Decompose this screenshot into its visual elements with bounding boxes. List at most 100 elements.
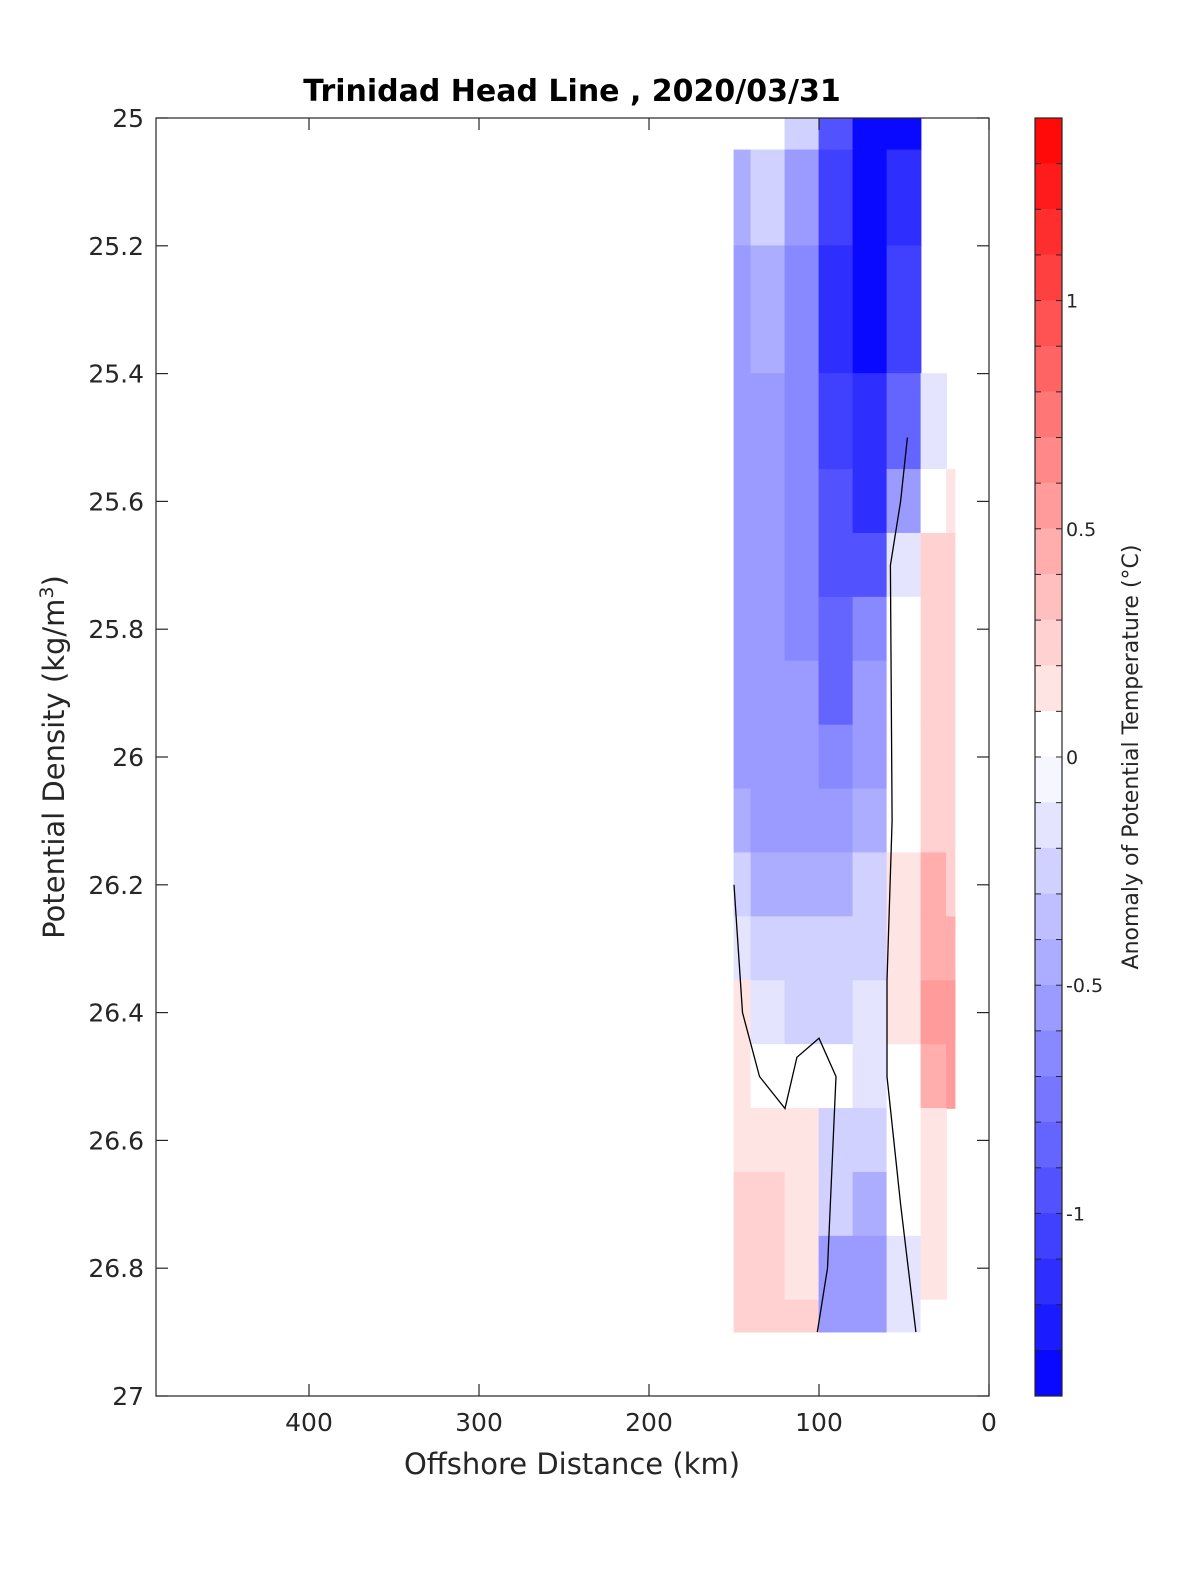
field-cell xyxy=(852,245,888,374)
field-cell xyxy=(852,149,888,247)
colorbar-frame xyxy=(1034,117,1063,1397)
field-cell xyxy=(750,788,786,854)
y-tick-label: 26.6 xyxy=(88,1126,144,1155)
field-cell xyxy=(750,1171,786,1237)
field-cell xyxy=(852,916,888,982)
field-cell xyxy=(852,724,888,790)
field-cell xyxy=(818,149,854,247)
field-cell xyxy=(818,596,854,662)
colorbar-segment xyxy=(1035,1167,1062,1214)
field-cell xyxy=(750,1299,786,1333)
field-cell xyxy=(818,1108,854,1173)
contour-field xyxy=(733,117,956,1333)
field-cell xyxy=(733,245,752,374)
x-axis-ticks: 400 300 200 100 0 xyxy=(285,118,997,1437)
colorbar-segment xyxy=(1035,619,1062,667)
field-cell xyxy=(920,660,947,726)
field-cell xyxy=(750,660,786,726)
field-cell xyxy=(818,724,854,790)
field-cell xyxy=(886,980,922,1045)
field-cell xyxy=(733,852,752,918)
field-cell xyxy=(920,596,947,662)
y-tick-label: 25.4 xyxy=(88,360,144,389)
colorbar-segment xyxy=(1035,1121,1062,1169)
field-cell xyxy=(818,373,854,470)
field-cell xyxy=(784,1171,820,1237)
y-tick-label: 26.4 xyxy=(88,999,144,1028)
field-cell xyxy=(733,532,752,598)
y-axis-ticks: 25 25.2 25.4 25.6 25.8 26 26.2 26.4 26.6 26.8 27 xyxy=(88,104,989,1411)
field-cell xyxy=(818,660,854,726)
colorbar xyxy=(1035,117,1062,1397)
field-cell xyxy=(750,852,786,918)
colorbar-segment xyxy=(1035,984,1062,1032)
field-cell xyxy=(733,1171,752,1237)
field-cell xyxy=(920,788,947,854)
x-tick-label: 300 xyxy=(455,1408,503,1437)
field-cell xyxy=(852,980,888,1045)
colorbar-segment xyxy=(1035,482,1062,530)
field-cell xyxy=(784,1235,820,1301)
field-cell xyxy=(784,245,820,374)
field-cell xyxy=(784,532,820,598)
field-cell xyxy=(784,724,820,790)
field-cell xyxy=(886,1044,922,1109)
colorbar-segment xyxy=(1035,1076,1062,1123)
colorbar-segment xyxy=(1035,1350,1062,1397)
field-cell xyxy=(920,724,947,790)
x-tick-label: 0 xyxy=(981,1408,997,1437)
y-tick-label: 25.2 xyxy=(88,232,144,261)
colorbar-segment xyxy=(1035,391,1062,438)
colorbar-segment xyxy=(1035,1304,1062,1351)
field-cell xyxy=(784,916,820,982)
y-axis-label: Potential Density (kg/m3) xyxy=(36,575,71,939)
field-cell xyxy=(852,660,888,726)
colorbar-segment xyxy=(1035,163,1062,210)
field-cell xyxy=(750,1044,786,1109)
colorbar-segment xyxy=(1035,756,1062,803)
y-tick-label: 27 xyxy=(112,1382,144,1411)
field-cell xyxy=(733,596,752,662)
field-cell xyxy=(784,596,820,662)
colorbar-tick-label: 1 xyxy=(1066,291,1078,313)
field-cell xyxy=(886,149,922,247)
field-cell xyxy=(920,1044,947,1109)
field-cell xyxy=(750,373,786,470)
field-cell xyxy=(784,149,820,247)
field-cell xyxy=(733,1235,752,1301)
y-tick-label: 25.8 xyxy=(88,615,144,644)
field-cell xyxy=(852,1171,888,1237)
field-cell xyxy=(818,916,854,982)
x-axis-label: Offshore Distance (km) xyxy=(404,1447,740,1481)
field-cell xyxy=(946,980,956,1045)
field-cell xyxy=(818,469,854,534)
field-cell xyxy=(852,1044,888,1109)
field-cell xyxy=(886,1171,922,1237)
field-cell xyxy=(750,596,786,662)
y-axis-label-main: Potential Density (kg/m xyxy=(37,599,71,939)
chart-title: Trinidad Head Line , 2020/03/31 xyxy=(303,74,840,109)
colorbar-label: Anomaly of Potential Temperature (°C) xyxy=(1119,545,1144,970)
field-cell xyxy=(886,245,922,374)
field-cell xyxy=(886,1235,922,1301)
field-cell xyxy=(733,788,752,854)
field-cell xyxy=(946,916,956,982)
field-cell xyxy=(920,980,947,1045)
field-cell xyxy=(818,852,854,918)
field-cell xyxy=(852,1299,888,1333)
colorbar-segment xyxy=(1035,1213,1062,1260)
colorbar-segment xyxy=(1035,437,1062,484)
colorbar-tick-label: 0.5 xyxy=(1066,519,1096,541)
field-cell xyxy=(946,852,956,918)
field-cell xyxy=(733,1108,752,1173)
y-tick-label: 26 xyxy=(112,743,144,772)
field-cell xyxy=(920,1235,947,1301)
field-cell xyxy=(920,1299,947,1333)
field-cell xyxy=(784,1299,820,1333)
field-cell xyxy=(784,1108,820,1173)
field-cell xyxy=(750,1235,786,1301)
field-cell xyxy=(852,1235,888,1301)
field-cell xyxy=(852,373,888,470)
colorbar-segment xyxy=(1035,300,1062,347)
